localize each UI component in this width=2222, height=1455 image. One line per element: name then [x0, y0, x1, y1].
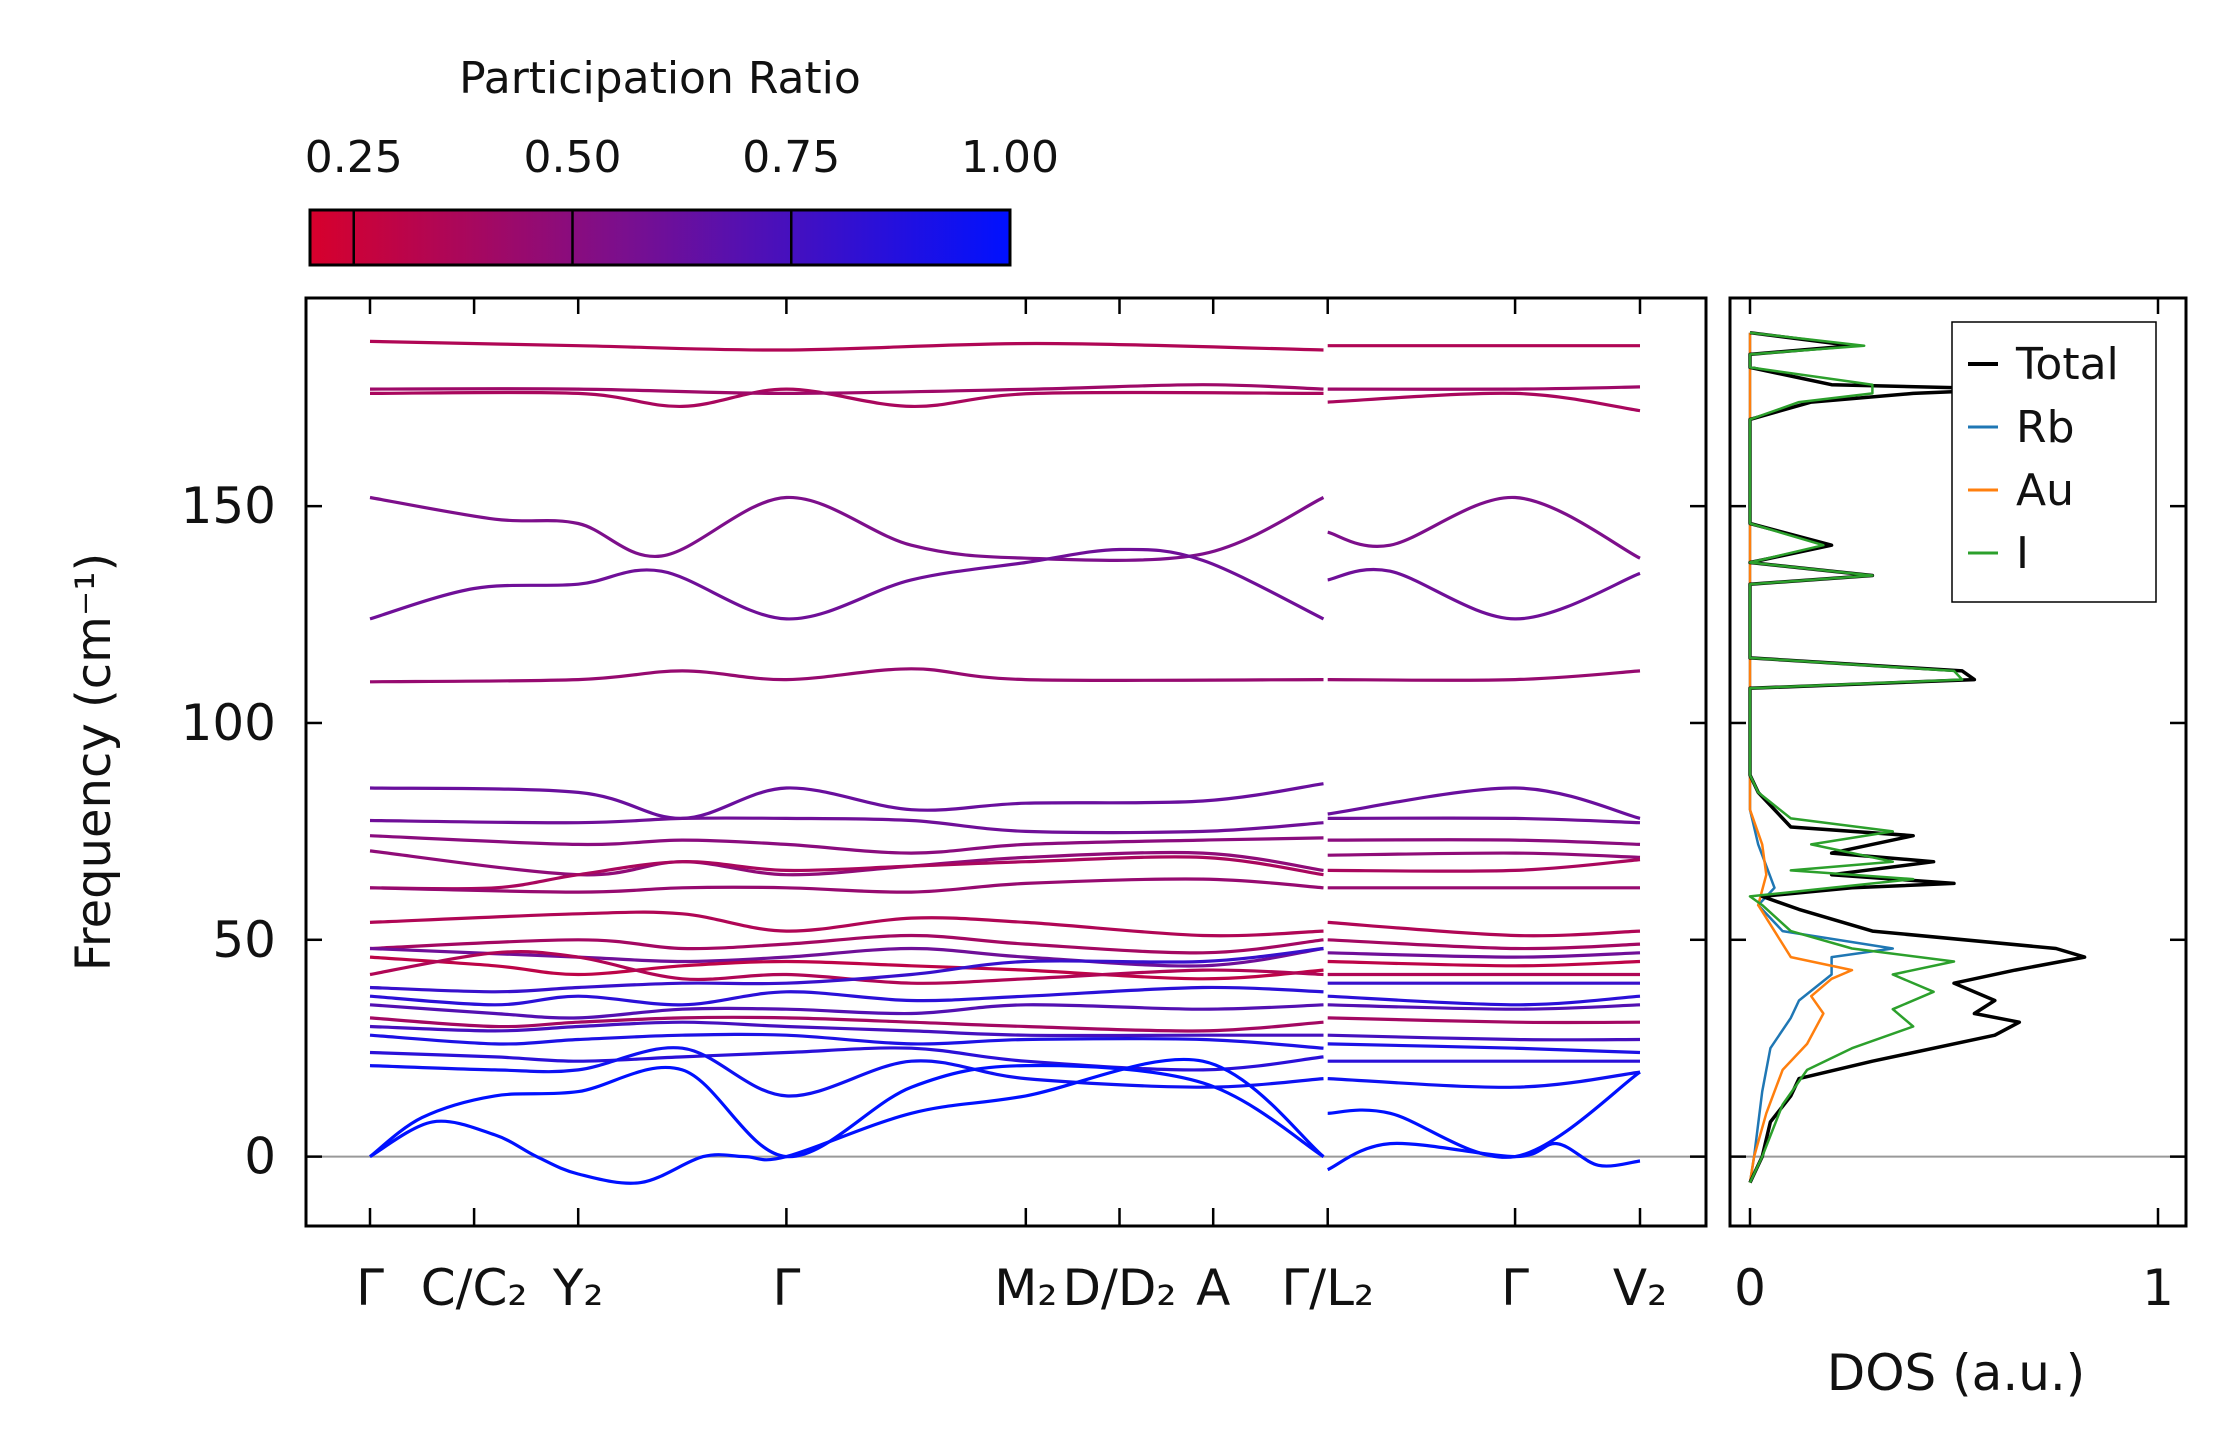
legend-label-i: I: [2016, 528, 2029, 579]
phonon-band-band-10-seg2: [1327, 851, 1641, 859]
phonon-band-band-3-seg1: [369, 383, 1324, 395]
legend-label-total: Total: [2015, 339, 2119, 390]
phonon-band-band-19-seg2: [1327, 994, 1641, 1007]
phonon-band-band-6-seg2: [1327, 669, 1641, 682]
colorbar-tick-label: 0.75: [742, 132, 840, 183]
phonon-band-band-6-seg1: [369, 667, 1324, 684]
band-plot-frame: [304, 296, 1708, 1228]
dos-x-tick-label: 1: [2142, 1259, 2174, 1317]
phonon-band-band-18-seg1: [369, 946, 1324, 994]
phonon-band-band-16-seg2: [1327, 959, 1641, 968]
dos-plot-frame: [1728, 296, 2188, 1228]
phonon-band-band-14-seg2: [1327, 938, 1641, 951]
phonon-band-band-2-seg2: [1327, 391, 1641, 413]
colorbar: Participation Ratio 0.25 0.50 0.75 1.00: [305, 53, 1059, 267]
colorbar-gradient: [308, 208, 1012, 267]
phonon-band-band-26-seg1: [369, 1063, 1325, 1159]
kpoint-label-c-c2: C/C₂: [421, 1259, 528, 1317]
dos-x-axis-label: DOS (a.u.): [1827, 1344, 2086, 1402]
phonon-band-band-24-seg1: [369, 1046, 1324, 1072]
kpoint-ticks: Γ C/C₂ Y₂ Γ M₂ D/D₂ A Γ/L₂ Γ V₂: [356, 298, 1667, 1317]
phonon-band-band-5-seg2: [1327, 567, 1641, 621]
kpoint-label-gamma-3: Γ: [1501, 1259, 1529, 1317]
kpoint-label-gamma-2: Γ: [772, 1259, 800, 1317]
phonon-band-band-9-seg1: [369, 834, 1324, 855]
phonon-band-band-11-seg2: [1327, 858, 1641, 873]
kpoint-label-d-d2: D/D₂: [1063, 1259, 1177, 1317]
phonon-band-band-27-seg1: [369, 1057, 1325, 1185]
kpoint-label-gamma-1: Γ: [356, 1259, 384, 1317]
colorbar-label: Participation Ratio: [459, 53, 861, 104]
phonon-band-band-22-seg2: [1327, 1033, 1641, 1042]
phonon-band-band-15-seg2: [1327, 951, 1641, 959]
colorbar-tick-label: 0.25: [305, 132, 403, 183]
legend-label-rb: Rb: [2016, 402, 2075, 453]
colorbar-tick-label: 0.50: [524, 132, 622, 183]
phonon-band-band-20-seg2: [1327, 1003, 1641, 1011]
phonon-band-band-21-seg1: [369, 1015, 1324, 1033]
legend-label-au: Au: [2016, 465, 2074, 516]
kpoint-label-gamma-l2: Γ/L₂: [1281, 1259, 1374, 1317]
phonon-band-band-8-seg2: [1327, 816, 1641, 825]
phonon-band-band-2-seg1: [369, 387, 1324, 409]
phonon-band-band-16-seg1: [369, 955, 1324, 981]
legend-box: [1951, 321, 2157, 603]
phonon-band-band-14-seg1: [369, 933, 1324, 955]
phonon-band-band-4-seg1: [369, 495, 1325, 562]
colorbar-tick-label: 1.00: [961, 132, 1059, 183]
phonon-band-band-21-seg2: [1327, 1016, 1641, 1025]
y-tick-label: 100: [181, 694, 276, 752]
kpoint-label-v2: V₂: [1613, 1259, 1667, 1317]
kpoint-label-m2: M₂: [994, 1259, 1057, 1317]
phonon-band-band-20-seg1: [369, 1003, 1324, 1020]
legend: Total Rb Au I: [1951, 321, 2157, 603]
phonon-band-band-8-seg1: [369, 816, 1324, 835]
phonon-band-band-4-seg2: [1327, 495, 1641, 560]
phonon-band-band-7-seg1: [369, 782, 1324, 821]
phonon-band-band-13-seg1: [369, 910, 1324, 938]
phonon-band-band-27-seg2: [1327, 1141, 1641, 1172]
phonon-band-band-13-seg2: [1327, 920, 1641, 938]
dos-x-tick-label: 0: [1734, 1259, 1766, 1317]
phonon-band-band-26-seg2: [1327, 1070, 1641, 1159]
y-tick-label: 0: [244, 1128, 276, 1186]
phonon-band-band-12-seg1: [369, 877, 1324, 894]
phonon-band-band-1-seg1: [369, 339, 1324, 352]
phonon-band-band-23-seg2: [1327, 1042, 1641, 1055]
dos-line-rb: [1748, 332, 1895, 1183]
y-axis-label: Frequency (cm⁻¹): [66, 553, 122, 971]
phonon-band-band-3-seg2: [1327, 385, 1641, 391]
band-lines: [369, 339, 1641, 1185]
phonon-band-band-11-seg1: [369, 855, 1324, 891]
phonon-band-band-5-seg1: [369, 547, 1325, 621]
kpoint-label-a: A: [1196, 1259, 1230, 1317]
band-structure-panel: 0 50 100 150 Γ C/C₂ Y₂ Γ M₂ D/D₂ A Γ/L₂ Γ V₂ Frequen…: [66, 296, 1708, 1317]
phonon-band-band-22-seg1: [369, 1020, 1324, 1038]
phonon-band-band-23-seg1: [369, 1032, 1324, 1050]
y-tick-label: 50: [212, 911, 276, 969]
phonon-band-band-10-seg1: [369, 849, 1324, 877]
dos-line-i: [1748, 331, 1964, 1184]
y-axis-ticks: 0 50 100 150: [181, 477, 1706, 1186]
phonon-band-band-19-seg1: [369, 985, 1324, 1007]
phonon-band-band-25-seg2: [1327, 1070, 1641, 1089]
phonon-band-band-25-seg1: [369, 1046, 1324, 1098]
colorbar-ticks: 0.25 0.50 0.75 1.00: [305, 132, 1059, 265]
dos-line-total: [1748, 330, 2087, 1184]
phonon-band-band-7-seg2: [1327, 786, 1641, 820]
y-tick-label: 150: [181, 477, 276, 535]
kpoint-label-y2: Y₂: [552, 1259, 604, 1317]
phonon-band-band-17-seg1: [369, 950, 1324, 985]
dos-line-au: [1748, 332, 1854, 1183]
phonon-band-band-9-seg2: [1327, 838, 1641, 846]
dos-lines: [1748, 330, 2087, 1184]
